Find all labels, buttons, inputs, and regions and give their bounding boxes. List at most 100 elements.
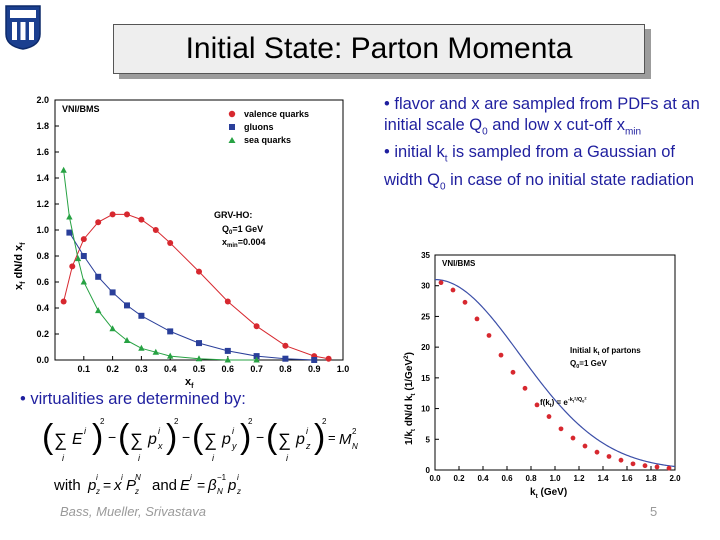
y-tick-label: 15 bbox=[421, 374, 430, 383]
svg-text:x: x bbox=[157, 441, 163, 451]
svg-text:=: = bbox=[103, 477, 111, 493]
svg-text:i: i bbox=[232, 426, 235, 436]
data-point bbox=[80, 253, 87, 259]
data-point bbox=[66, 229, 73, 236]
fit-curve bbox=[434, 278, 676, 468]
kt-chart: VNI/BMS 0 5 10 15 20 25 30 35 0.0 0.2 0.4 0.6 0.8 1.… bbox=[403, 251, 681, 500]
bullet-virtualities: • virtualities are determined by: bbox=[20, 390, 246, 408]
svg-text:E: E bbox=[180, 477, 191, 494]
chart-header-kt: VNI/BMS bbox=[442, 259, 476, 268]
data-point bbox=[95, 307, 102, 314]
svg-text:z: z bbox=[305, 441, 311, 451]
data-point bbox=[630, 461, 636, 467]
data-point bbox=[606, 454, 612, 459]
svg-text:∑: ∑ bbox=[54, 430, 67, 450]
data-point bbox=[498, 352, 504, 358]
svg-text:E: E bbox=[72, 431, 83, 448]
x-tick-label: 0.0 bbox=[429, 474, 441, 483]
data-point bbox=[618, 457, 624, 463]
data-point bbox=[570, 435, 576, 441]
y-tick-label: 1.8 bbox=[36, 121, 49, 131]
svg-text:y: y bbox=[231, 441, 237, 451]
x-tick-label: 1.2 bbox=[573, 474, 585, 483]
chart-header: VNI/BMS bbox=[62, 104, 100, 114]
y-tick-label: 1.2 bbox=[36, 199, 49, 209]
data-point bbox=[80, 278, 87, 285]
svg-text:N: N bbox=[217, 487, 223, 496]
y-tick-label: 1.0 bbox=[36, 225, 49, 235]
data-point bbox=[282, 355, 289, 362]
data-point bbox=[66, 213, 73, 220]
svg-text:): ) bbox=[166, 418, 177, 456]
svg-text:i: i bbox=[84, 426, 87, 436]
svg-text:): ) bbox=[92, 418, 103, 456]
data-point bbox=[80, 236, 87, 243]
x-tick-label: 0.9 bbox=[308, 364, 321, 374]
annotation-initial-kt: Initial kt of partons bbox=[570, 346, 641, 357]
data-point bbox=[594, 449, 600, 455]
legend-marker-valence bbox=[228, 110, 236, 118]
series-line-0 bbox=[63, 213, 329, 360]
y-tick-label: 0 bbox=[426, 466, 431, 475]
y-tick-label: 35 bbox=[421, 251, 430, 260]
svg-text:β: β bbox=[207, 477, 217, 494]
x-tick-label: 1.6 bbox=[621, 474, 633, 483]
data-point bbox=[474, 316, 480, 322]
data-point bbox=[522, 385, 528, 391]
y-tick-label: 0.0 bbox=[36, 355, 49, 365]
legend-gluons: gluons bbox=[244, 122, 274, 132]
data-point bbox=[325, 355, 332, 362]
data-point bbox=[311, 357, 318, 363]
svg-text:∑: ∑ bbox=[130, 430, 143, 450]
x-tick-label: 0.4 bbox=[477, 474, 489, 483]
svg-text:i: i bbox=[237, 473, 239, 482]
svg-text:): ) bbox=[314, 418, 325, 456]
university-logo bbox=[5, 5, 41, 50]
data-point bbox=[253, 356, 260, 363]
y-axis-label: xf dN/d xf bbox=[13, 242, 27, 290]
y-axis-label-kt: 1/kt dN/d kt (1/GeV2) bbox=[403, 352, 417, 445]
svg-text:(: ( bbox=[192, 418, 204, 456]
svg-text:N: N bbox=[352, 442, 358, 451]
data-point bbox=[654, 464, 660, 470]
slide-title: Initial State: Parton Momenta bbox=[113, 24, 645, 74]
svg-text:p: p bbox=[87, 477, 96, 494]
svg-text:z: z bbox=[236, 487, 241, 496]
svg-text:i: i bbox=[306, 426, 309, 436]
x-tick-label: 0.1 bbox=[78, 364, 91, 374]
legend-valence: valence quarks bbox=[244, 109, 309, 119]
data-point bbox=[109, 211, 116, 218]
svg-text:2: 2 bbox=[100, 417, 105, 426]
data-point bbox=[253, 353, 260, 360]
virtuality-equation: ( ∑ E i i ) 2 − ( ∑ p i x i ) 2 − ( ∑ p … bbox=[42, 417, 358, 496]
svg-text:(: ( bbox=[266, 418, 278, 456]
svg-text:2: 2 bbox=[322, 417, 327, 426]
x-tick-label: 2.0 bbox=[669, 474, 681, 483]
data-point bbox=[510, 369, 516, 375]
x-tick-label: 0.5 bbox=[193, 364, 206, 374]
svg-text:2: 2 bbox=[352, 427, 357, 436]
plot-frame bbox=[54, 99, 344, 361]
series-line-1 bbox=[68, 232, 315, 361]
x-tick-label: 0.6 bbox=[501, 474, 513, 483]
data-point bbox=[450, 287, 456, 293]
svg-text:i: i bbox=[62, 453, 65, 463]
data-point bbox=[224, 356, 231, 363]
x-tick-label: 0.2 bbox=[453, 474, 465, 483]
legend-marker-gluons bbox=[229, 124, 235, 130]
annotation-xmin: xmin=0.004 bbox=[222, 237, 265, 249]
svg-text:∑: ∑ bbox=[278, 430, 291, 450]
svg-text:(: ( bbox=[42, 418, 54, 456]
data-point bbox=[462, 299, 468, 305]
page-number: 5 bbox=[650, 504, 658, 519]
data-point bbox=[224, 298, 231, 305]
x-tick-label: 0.7 bbox=[250, 364, 263, 374]
data-point bbox=[74, 255, 82, 262]
bullet-flavor: • flavor and x are sampled from PDFs at … bbox=[384, 95, 700, 138]
x-tick-label: 1.0 bbox=[549, 474, 561, 483]
data-point bbox=[138, 344, 145, 351]
svg-text:=: = bbox=[328, 430, 336, 445]
svg-text:z: z bbox=[95, 487, 100, 496]
svg-text:p: p bbox=[227, 477, 236, 494]
data-point bbox=[486, 333, 492, 338]
